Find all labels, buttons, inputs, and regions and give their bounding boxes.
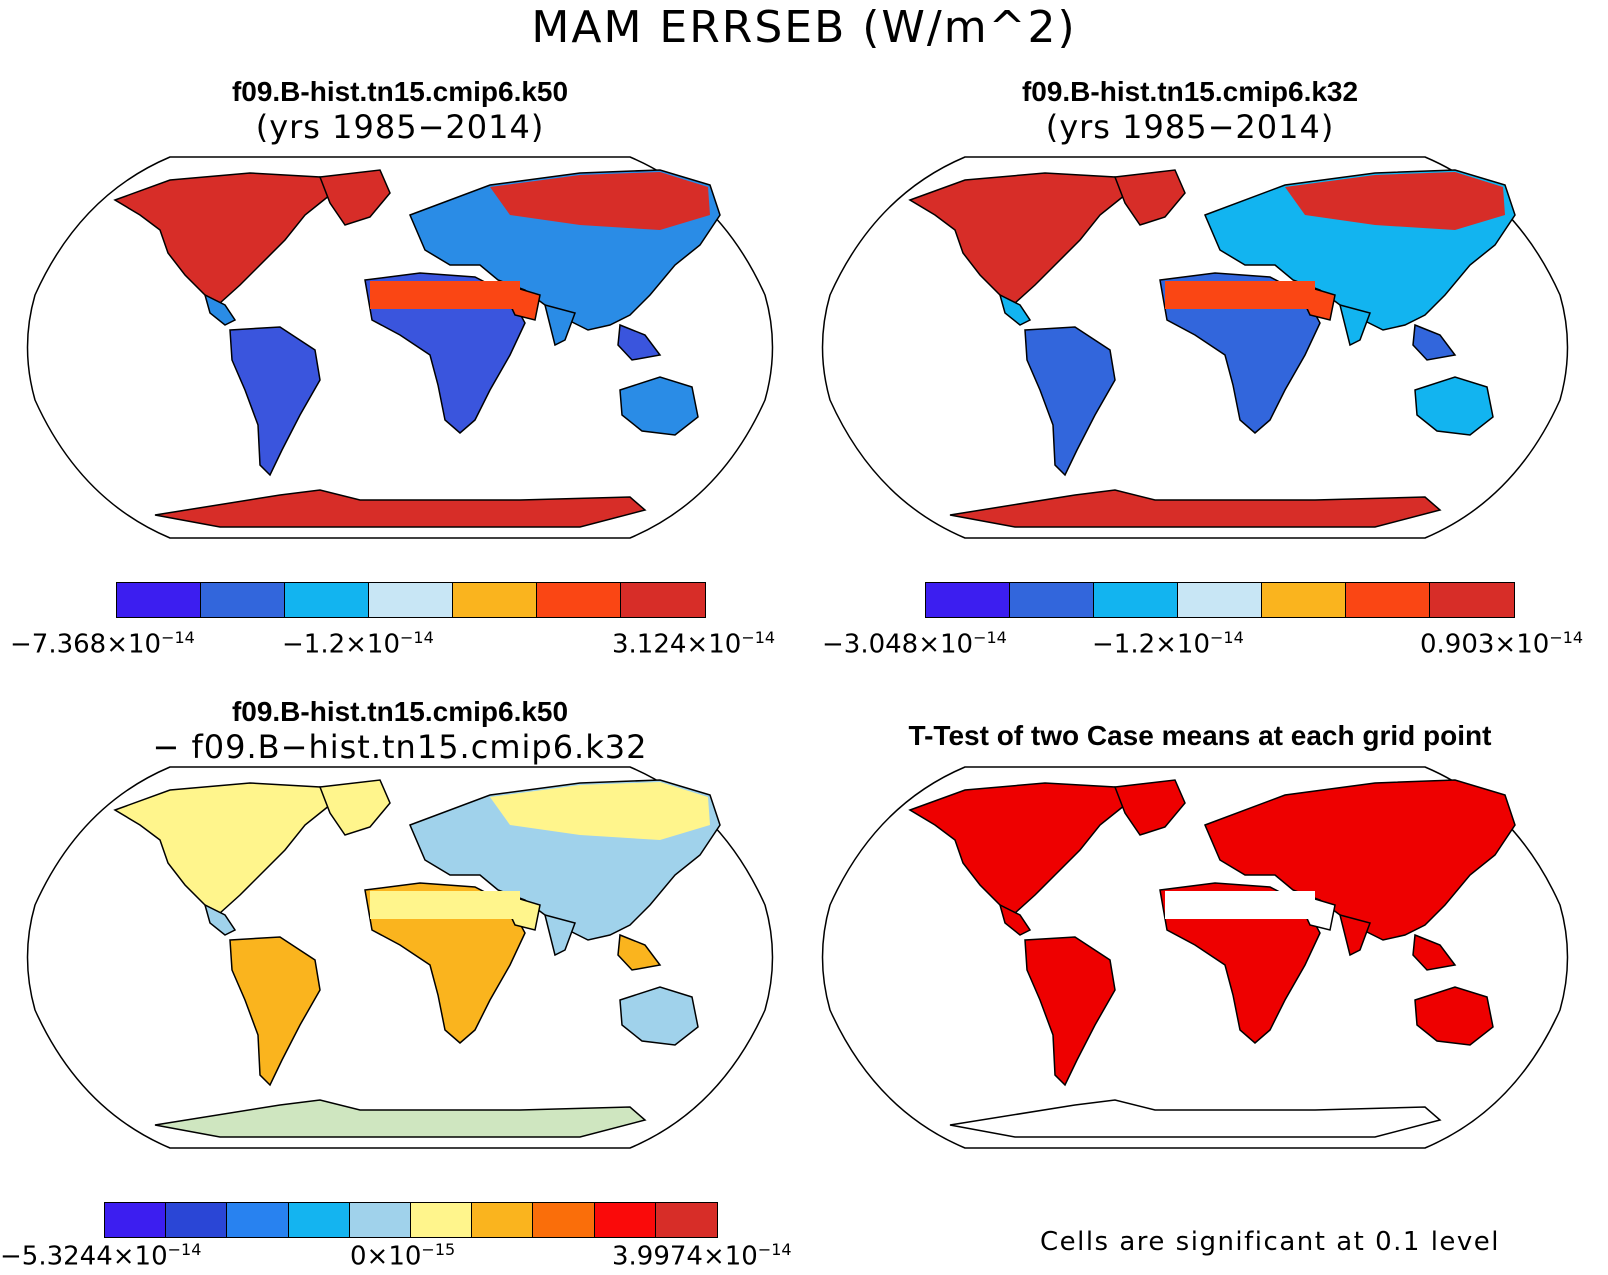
colorbar-segment xyxy=(117,583,201,617)
colorbar-segment xyxy=(201,583,285,617)
panel-k32-subtitle: (yrs 1985−2014) xyxy=(1045,108,1335,146)
colorbar-segment xyxy=(472,1203,534,1237)
colorbar-segment xyxy=(410,1203,473,1237)
colorbar-segment xyxy=(621,583,705,617)
colorbar-diff xyxy=(104,1202,718,1238)
map-k50 xyxy=(26,156,774,539)
region-india xyxy=(1338,303,1371,347)
colorbar-segment xyxy=(1346,583,1430,617)
colorbar-segment xyxy=(1094,583,1178,617)
colorbar-segment xyxy=(1430,583,1514,617)
region-southeast-asia xyxy=(1412,933,1457,971)
colorbar-k32 xyxy=(925,582,1515,618)
continent-south-america xyxy=(1024,326,1116,477)
colorbar-segment xyxy=(349,1203,411,1237)
continent-antarctica xyxy=(949,1099,1442,1138)
continent-greenland xyxy=(1113,169,1186,226)
continent-south-america xyxy=(229,326,321,477)
colorbar-k50-tick-max: 3.124×10−14 xyxy=(612,628,776,660)
colorbar-segment xyxy=(533,1203,595,1237)
continent-central-america xyxy=(998,903,1032,936)
colorbar-diff-tick-mid: 0×10−15 xyxy=(350,1240,456,1272)
region-siberia xyxy=(1285,782,1505,840)
region-india xyxy=(543,913,576,957)
continent-antarctica xyxy=(949,489,1442,528)
continent-south-america xyxy=(1024,936,1116,1087)
panel-k32-title: f09.B-hist.tn15.cmip6.k32 xyxy=(1021,76,1359,107)
colorbar-segment xyxy=(227,1203,289,1237)
colorbar-k32-tick-min: −3.048×10−14 xyxy=(822,628,1007,660)
continent-australia xyxy=(619,376,699,436)
panel-k50-title: f09.B-hist.tn15.cmip6.k50 xyxy=(231,76,569,107)
colorbar-segment xyxy=(537,583,621,617)
colorbar-k50-tick-min: −7.368×10−14 xyxy=(10,628,195,660)
continent-south-america xyxy=(229,936,321,1087)
colorbar-segment xyxy=(594,1203,656,1237)
colorbar-segment xyxy=(288,1203,350,1237)
colorbar-k32-tick-mid: −1.2×10−14 xyxy=(1092,628,1244,660)
colorbar-segment xyxy=(285,583,369,617)
panel-diff-subtitle: − f09.B−hist.tn15.cmip6.k32 xyxy=(152,728,648,766)
continent-australia xyxy=(1414,376,1494,436)
continent-greenland xyxy=(1113,779,1186,836)
panel-ttest-title: T-Test of two Case means at each grid po… xyxy=(908,720,1492,751)
map-diff xyxy=(26,766,774,1149)
region-india xyxy=(543,303,576,347)
region-sahara xyxy=(1165,281,1315,309)
colorbar-diff-tick-max: 3.9974×10−14 xyxy=(612,1240,792,1272)
region-southeast-asia xyxy=(617,323,662,361)
continent-north-america xyxy=(908,172,1126,304)
colorbar-segment xyxy=(655,1203,717,1237)
continent-north-america xyxy=(113,172,331,304)
colorbar-diff-tick-min: −5.3244×10−14 xyxy=(0,1240,202,1272)
continent-australia xyxy=(619,986,699,1046)
continent-australia xyxy=(1414,986,1494,1046)
region-india xyxy=(1338,913,1371,957)
region-southeast-asia xyxy=(1412,323,1457,361)
colorbar-segment xyxy=(369,583,453,617)
continent-antarctica xyxy=(154,1099,647,1138)
continent-central-america xyxy=(203,293,237,326)
continent-central-america xyxy=(203,903,237,936)
region-siberia xyxy=(490,172,710,230)
continent-central-america xyxy=(998,293,1032,326)
colorbar-segment xyxy=(1010,583,1094,617)
colorbar-segment xyxy=(1178,583,1262,617)
continent-north-america xyxy=(113,782,331,914)
region-southeast-asia xyxy=(617,933,662,971)
panel-diff-title: f09.B-hist.tn15.cmip6.k50 xyxy=(231,696,569,727)
colorbar-segment xyxy=(1262,583,1346,617)
panel-k50-subtitle: (yrs 1985−2014) xyxy=(255,108,545,146)
region-siberia xyxy=(490,782,710,840)
map-k32 xyxy=(821,156,1569,539)
significance-note: Cells are significant at 0.1 level xyxy=(1039,1227,1501,1257)
colorbar-k32-tick-max: 0.903×10−14 xyxy=(1420,628,1584,660)
colorbar-segment xyxy=(105,1203,167,1237)
continent-greenland xyxy=(318,169,391,226)
continent-antarctica xyxy=(154,489,647,528)
map-ttest xyxy=(821,766,1569,1149)
continent-greenland xyxy=(318,779,391,836)
colorbar-segment xyxy=(926,583,1010,617)
region-siberia xyxy=(1285,172,1505,230)
region-sahara xyxy=(370,891,520,919)
colorbar-segment xyxy=(166,1203,228,1237)
colorbar-k50-tick-mid: −1.2×10−14 xyxy=(282,628,434,660)
colorbar-k50 xyxy=(116,582,706,618)
region-sahara xyxy=(1165,891,1315,919)
continent-north-america xyxy=(908,782,1126,914)
figure-title: MAM ERRSEB (W/m^2) xyxy=(531,2,1077,53)
colorbar-segment xyxy=(453,583,537,617)
region-sahara xyxy=(370,281,520,309)
